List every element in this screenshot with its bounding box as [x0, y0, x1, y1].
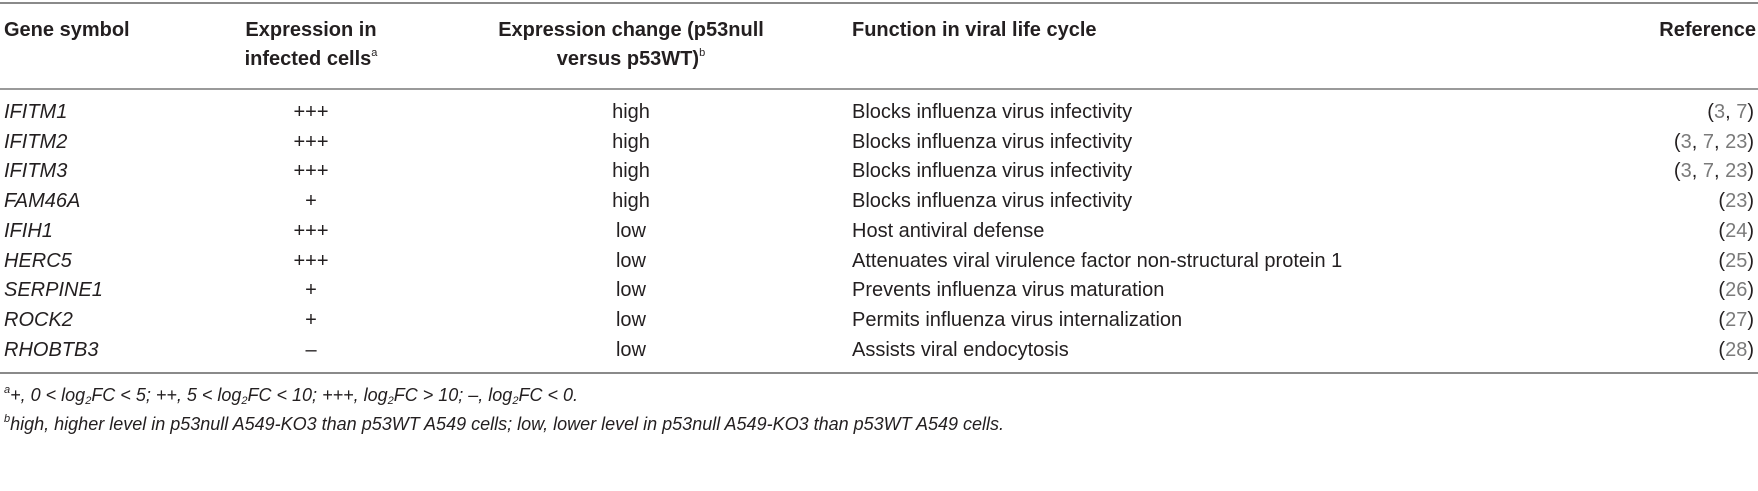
header-expression-change: Expression change (p53null versus p53WT)… — [498, 19, 764, 70]
function-cell: Permits influenza virus internalization — [852, 308, 1183, 331]
expression-cell: +++ — [293, 160, 329, 183]
reference-cell: (23) — [1718, 190, 1754, 213]
function-cell: Attenuates viral virulence factor non-st… — [852, 249, 1343, 272]
reference-link[interactable]: 28 — [1725, 338, 1748, 361]
gene-symbol-cell: IFIH1 — [4, 219, 53, 242]
gene-symbol-cell: IFITM2 — [4, 130, 68, 153]
table-row: ROCK2 + low Permits influenza virus interna… — [0, 305, 1758, 335]
header-reference: Reference — [1659, 19, 1756, 41]
expression-cell: +++ — [293, 249, 329, 272]
expression-change-cell: low — [615, 219, 646, 242]
table-row: IFITM3 +++ high Blocks influenza virus infe… — [0, 156, 1758, 186]
gene-symbol-cell: SERPINE1 — [4, 279, 103, 302]
table-row: SERPINE1 + low Prevents influenza virus mat… — [0, 275, 1758, 305]
header-function: Function in viral life cycle — [852, 19, 1097, 41]
table-row: FAM46A + high Blocks influenza virus infect… — [0, 186, 1758, 216]
footnote-mark-a: a — [371, 47, 378, 59]
reference-link[interactable]: 23 — [1725, 190, 1748, 213]
reference-link[interactable]: 7 — [1702, 160, 1714, 183]
footnote-a: a+, 0 < log2FC < 5; ++, 5 < log2FC < 10;… — [4, 384, 578, 407]
header-divider-rule — [0, 88, 1758, 90]
reference-link[interactable]: 7 — [1736, 101, 1748, 123]
reference-link[interactable]: 3 — [1713, 101, 1726, 123]
gene-symbol-cell: ROCK2 — [4, 308, 73, 331]
table-row: IFITM1 +++ high Blocks influenza virus infe… — [0, 97, 1758, 127]
reference-link[interactable]: 3 — [1680, 130, 1692, 153]
reference-cell: (3, 7, 23) — [1673, 130, 1754, 153]
header-gene-symbol: Gene symbol — [4, 19, 130, 41]
expression-change-cell: high — [612, 130, 650, 153]
reference-link[interactable]: 25 — [1725, 249, 1748, 272]
reference-cell: (27) — [1718, 308, 1754, 331]
expression-change-cell: high — [612, 101, 650, 123]
reference-link[interactable]: 23 — [1725, 130, 1748, 153]
reference-cell: (24) — [1718, 219, 1754, 242]
table-row: IFIH1 +++ low Host antiviral defense (24) — [0, 216, 1758, 246]
gene-symbol-cell: IFITM1 — [4, 101, 68, 123]
expression-change-cell: low — [615, 308, 646, 331]
function-cell: Assists viral endocytosis — [852, 338, 1069, 361]
gene-symbol-cell: RHOBTB3 — [4, 338, 99, 361]
function-cell: Blocks influenza virus infectivity — [852, 160, 1133, 183]
header-expression-infected: Expression in infected cellsa — [244, 19, 378, 70]
expression-cell: +++ — [293, 219, 329, 242]
reference-cell: (26) — [1718, 279, 1754, 302]
table-bottom-rule — [0, 372, 1758, 374]
expression-change-cell: high — [612, 160, 650, 183]
expression-cell: + — [305, 279, 317, 302]
table-row: HERC5 +++ low Attenuates viral virulence fa… — [0, 246, 1758, 276]
expression-cell: + — [305, 308, 317, 331]
function-cell: Host antiviral defense — [852, 219, 1045, 242]
gene-symbol-cell: IFITM3 — [4, 160, 68, 183]
reference-link[interactable]: 26 — [1725, 279, 1748, 302]
gene-symbol-cell: FAM46A — [4, 190, 81, 213]
footnote-mark-b: b — [699, 47, 706, 59]
function-cell: Blocks influenza virus infectivity — [852, 130, 1133, 153]
reference-link[interactable]: 3 — [1680, 160, 1692, 183]
expression-change-cell: low — [615, 279, 646, 302]
expression-cell: + — [305, 190, 317, 213]
table-row: IFITM2 +++ high Blocks influenza virus infe… — [0, 127, 1758, 157]
reference-link[interactable]: 23 — [1725, 160, 1748, 183]
reference-link[interactable]: 27 — [1725, 308, 1748, 331]
table-top-rule — [0, 2, 1758, 4]
function-cell: Blocks influenza virus infectivity — [852, 101, 1133, 123]
expression-cell: – — [305, 338, 317, 361]
expression-cell: +++ — [293, 101, 329, 123]
reference-cell: (3, 7) — [1707, 101, 1754, 123]
expression-change-cell: high — [612, 190, 650, 213]
expression-change-cell: low — [615, 338, 646, 361]
reference-cell: (3, 7, 23) — [1673, 160, 1754, 183]
reference-link[interactable]: 7 — [1702, 130, 1714, 153]
reference-cell: (25) — [1718, 249, 1754, 272]
function-cell: Prevents influenza virus maturation — [852, 279, 1165, 302]
expression-change-cell: low — [615, 249, 646, 272]
gene-symbol-cell: HERC5 — [4, 249, 72, 272]
function-cell: Blocks influenza virus infectivity — [852, 190, 1133, 213]
footnote-b: bhigh, higher level in p53null A549-KO3 … — [4, 413, 1005, 435]
reference-link[interactable]: 24 — [1725, 219, 1748, 242]
reference-cell: (28) — [1718, 338, 1754, 361]
expression-cell: +++ — [293, 130, 329, 153]
table-row: RHOBTB3 – low Assists viral endocytosis (28) — [0, 335, 1758, 365]
